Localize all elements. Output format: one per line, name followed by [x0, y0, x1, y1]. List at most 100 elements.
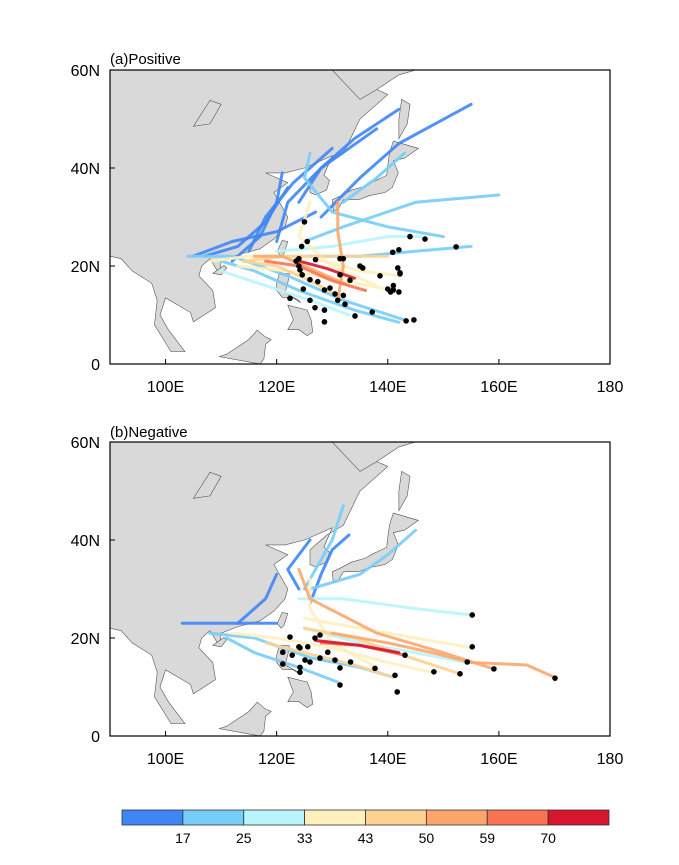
landmass: [218, 329, 272, 364]
landmass: [276, 612, 289, 629]
typhoon-track: [302, 151, 445, 239]
typhoon-track: [219, 269, 351, 317]
genesis-point: [390, 287, 397, 293]
colorbar-swatch: [121, 809, 184, 826]
colorbar-swatch: [425, 809, 488, 826]
genesis-point: [372, 665, 378, 672]
genesis-point: [396, 289, 402, 295]
genesis-point: [312, 256, 319, 263]
genesis-point: [297, 267, 303, 273]
genesis-point: [312, 304, 318, 311]
x-tick-label: 160E: [480, 379, 517, 396]
genesis-point: [394, 265, 401, 271]
genesis-point: [297, 664, 303, 671]
y-tick-label: 0: [91, 357, 100, 374]
landmass: [192, 100, 222, 127]
y-tick-label: 20N: [71, 631, 100, 648]
typhoon-track: [308, 533, 351, 606]
genesis-point: [314, 278, 321, 285]
x-tick-label: 100E: [147, 379, 184, 396]
y-tick-label: 60N: [71, 63, 100, 80]
genesis-point: [389, 249, 396, 256]
genesis-point: [287, 295, 293, 302]
landmass: [212, 637, 228, 648]
genesis-point: [279, 649, 286, 656]
genesis-point: [327, 285, 333, 291]
x-tick-label: 160E: [480, 751, 517, 768]
typhoon-track: [308, 577, 379, 669]
map-frame: [109, 69, 611, 365]
genesis-point: [279, 661, 286, 667]
genesis-point: [342, 301, 348, 308]
landmass: [110, 442, 389, 725]
colorbar-swatch: [304, 809, 366, 826]
genesis-point: [307, 297, 313, 304]
y-tick-label: 60N: [71, 435, 100, 452]
typhoon-track: [225, 636, 340, 684]
typhoon-track: [236, 264, 395, 292]
typhoon-track: [314, 638, 401, 655]
x-tick-label: 140E: [369, 751, 406, 768]
map-panel-b: 100E 120E 140E 160E 180 0 20N 40N 60N: [71, 435, 624, 768]
landmass: [331, 442, 416, 472]
typhoon-track: [297, 597, 473, 617]
genesis-point: [332, 291, 338, 297]
typhoon-track: [230, 631, 434, 674]
land-layer: [110, 442, 558, 736]
genesis-point: [491, 666, 497, 672]
x-tick-label: 180: [597, 379, 624, 396]
y-tick-label: 20N: [71, 259, 100, 276]
colorbar-label: 25: [236, 830, 252, 846]
genesis-point: [304, 644, 311, 650]
typhoon-track: [302, 193, 501, 243]
genesis-point: [302, 657, 308, 663]
colorbar-swatch: [243, 809, 306, 826]
landmass: [331, 70, 416, 100]
landmass: [398, 98, 411, 140]
genesis-point: [431, 669, 437, 675]
typhoon-track: [191, 210, 318, 258]
colorbar-label: 59: [479, 830, 495, 846]
typhoon-track: [302, 626, 462, 676]
genesis-point: [347, 277, 353, 284]
panel-a-title: (a)Positive: [110, 51, 181, 68]
colorbar-label: 17: [175, 830, 191, 846]
map-frame: [109, 441, 611, 737]
genesis-point: [403, 318, 409, 324]
genesis-point: [307, 276, 313, 283]
genesis-point: [352, 313, 358, 319]
genesis-point: [392, 672, 398, 679]
panel-b-title: (b)Negative: [110, 424, 188, 441]
genesis-point: [359, 265, 366, 271]
typhoon-track: [302, 504, 345, 591]
typhoon-track: [297, 259, 356, 280]
genesis-point: [297, 669, 303, 676]
genesis-point: [301, 219, 308, 225]
genesis-point: [317, 632, 323, 638]
genesis-point: [337, 682, 343, 688]
genesis-point: [317, 655, 323, 661]
genesis-point: [298, 243, 305, 250]
landmass: [287, 676, 314, 708]
colorbar-label: 43: [358, 830, 374, 846]
genesis-point: [369, 309, 376, 315]
typhoon-track: [286, 538, 312, 591]
x-tick-label: 100E: [147, 751, 184, 768]
x-tick-label: 180: [597, 751, 624, 768]
genesis-point: [340, 292, 347, 299]
genesis-point: [321, 307, 328, 313]
colorbar-swatch: [486, 809, 549, 826]
genesis-point: [377, 273, 383, 279]
landmass: [212, 265, 228, 276]
typhoon-track: [186, 254, 406, 322]
landmass: [218, 701, 272, 736]
typhoon-track: [341, 151, 406, 204]
genesis-point: [396, 247, 402, 253]
land-layer: [110, 70, 501, 364]
genesis-point: [464, 659, 471, 665]
genesis-point: [340, 255, 347, 262]
landmass: [398, 470, 411, 512]
typhoon-track: [275, 235, 423, 253]
genesis-point: [394, 689, 401, 695]
